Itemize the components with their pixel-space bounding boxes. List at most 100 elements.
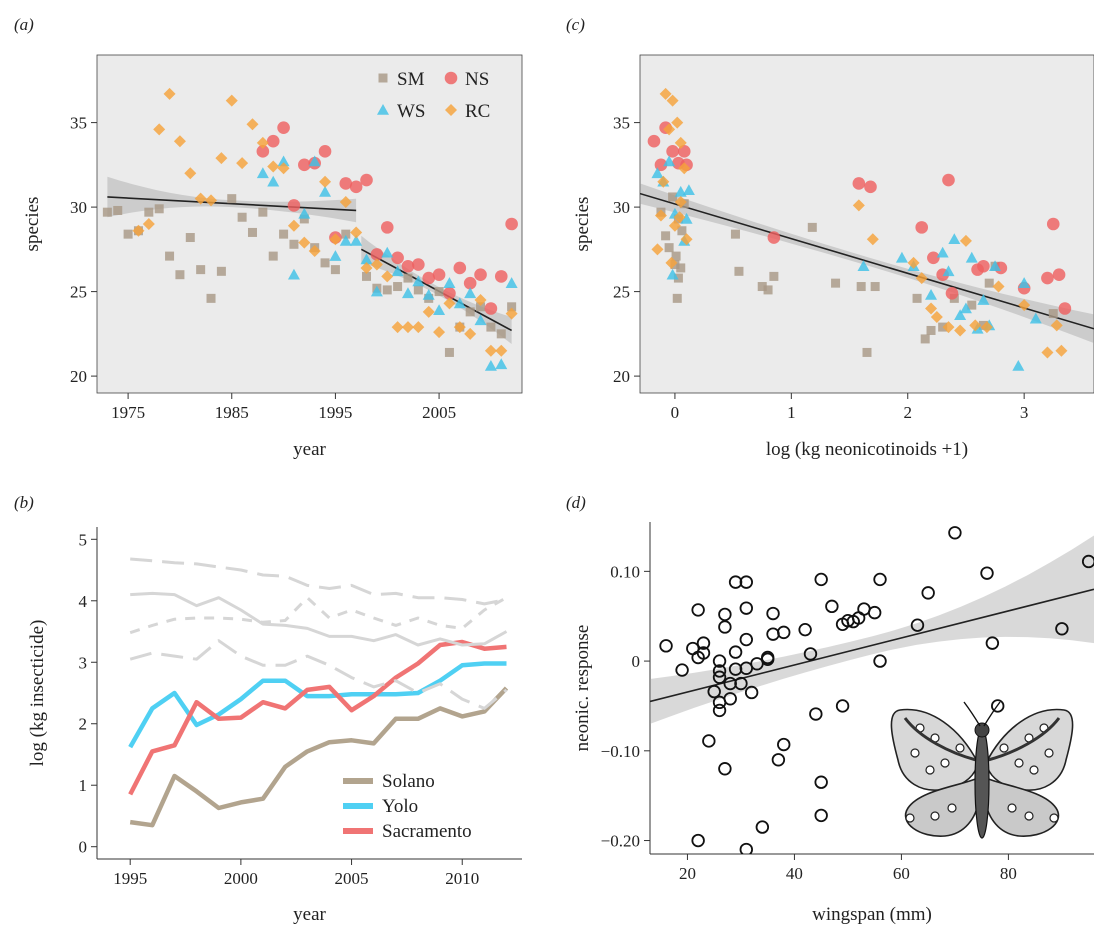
ws-point [298,207,311,219]
y-axis-label: species [22,197,43,252]
sm-point [216,266,226,276]
sm-point [673,273,683,283]
plot-frame [639,54,1094,394]
ns-point [391,251,404,265]
wing-spot [940,758,950,768]
rc-point [256,136,269,149]
ws-point [339,234,352,246]
ns-point [505,217,518,231]
data-layer [102,87,518,371]
y-tick-label: 20 [70,367,87,386]
data-point [766,627,780,641]
x-tick-label: 2005 [335,869,369,888]
data-point [814,572,828,587]
rc-point [651,243,664,256]
legend-label-solano: Solano [382,771,435,792]
sm-point [227,194,237,204]
right-forewing [985,708,1074,791]
wing-spot [925,765,935,775]
rc-point [980,321,993,334]
ws-point [464,287,477,299]
series-line-sacramento [128,639,507,796]
sm-point [984,278,994,288]
sm-point [320,258,330,268]
wing-spot [1007,803,1017,813]
wing-spot [1014,758,1024,768]
ws-point [936,246,949,258]
panel-a-letter: (a) [14,15,34,34]
data-point [712,654,727,668]
rc-point [866,233,879,246]
data-point [712,703,727,718]
sm-point [362,271,372,281]
ws-point [484,359,497,371]
x-tick-label: 40 [786,864,803,883]
ns-point [349,180,363,194]
rc-point [665,256,678,269]
ws-point [663,155,676,167]
ns-point [287,199,301,212]
rc-point [666,94,679,107]
sm-point [185,233,195,243]
rc-point [381,270,394,283]
rc-point [153,123,166,136]
wing-spot [930,811,940,821]
sm-point [862,347,872,357]
data-point [739,601,753,615]
ns-point [256,145,270,158]
x-tick-label: 2010 [445,869,479,888]
rc-point [246,118,259,131]
ws-point [925,288,938,300]
sm-point [769,271,779,281]
ns-point [942,173,955,187]
y-tick-label: 0 [632,652,641,671]
ws-point [401,287,414,299]
plot-frame [96,54,523,394]
data-point [803,647,818,661]
rc-point [350,226,363,239]
x-tick-label: 1995 [318,403,352,422]
ws-point [308,155,321,167]
rc-point [173,135,186,148]
x-tick-label: 0 [671,403,680,422]
rc-point [433,326,446,339]
ns-point [401,259,415,273]
ws-point [256,167,269,179]
ns-point [422,271,436,285]
data-point [718,620,732,634]
rc-point [673,211,686,224]
ws-point [1018,277,1031,288]
data-point [814,808,828,823]
trendline-0-line [640,192,1094,330]
y-tick-label: 4 [79,592,88,611]
y-tick-label: 20 [613,367,630,386]
data-point [980,566,994,580]
ws-point [680,212,693,224]
sm-point [476,302,486,312]
rc-point [992,280,1005,293]
sm-point [664,243,674,253]
x-tick-label: 2 [903,403,912,422]
y-tick-label: −0.10 [601,742,640,761]
legend: Solano Yolo Sacramento [343,771,472,842]
ws-point [412,275,425,287]
rc-point [942,321,955,334]
ns-point [915,221,929,234]
rc-point [663,123,676,136]
data-point [825,599,839,614]
ws-point [370,285,383,297]
data-point [760,650,775,665]
x-tick-label: 1985 [215,403,249,422]
rc-point [915,272,928,285]
ns-point [767,231,781,244]
x-tick-label: 3 [1020,403,1029,422]
wing-spot [999,743,1009,753]
data-point [873,572,887,587]
rc-point [671,116,684,129]
left-forewing [890,708,979,791]
data-point [691,833,705,848]
trendline-0-ci-band [640,183,1094,344]
legend-label-ns: NS [465,69,489,90]
rc-point [267,160,280,173]
x-tick-label: 2000 [224,869,258,888]
